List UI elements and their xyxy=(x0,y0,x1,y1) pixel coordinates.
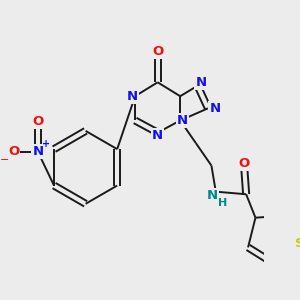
Text: +: + xyxy=(43,139,51,149)
Text: O: O xyxy=(8,145,19,158)
Text: N: N xyxy=(152,129,163,142)
Text: O: O xyxy=(152,45,163,58)
Text: N: N xyxy=(32,145,44,158)
Text: N: N xyxy=(127,90,138,103)
Text: N: N xyxy=(209,102,220,115)
Text: N: N xyxy=(196,76,207,89)
Text: O: O xyxy=(239,157,250,169)
Text: H: H xyxy=(218,198,227,208)
Text: −: − xyxy=(0,154,9,164)
Text: N: N xyxy=(207,189,218,202)
Text: O: O xyxy=(32,115,44,128)
Text: S: S xyxy=(295,237,300,250)
Text: N: N xyxy=(177,114,188,127)
